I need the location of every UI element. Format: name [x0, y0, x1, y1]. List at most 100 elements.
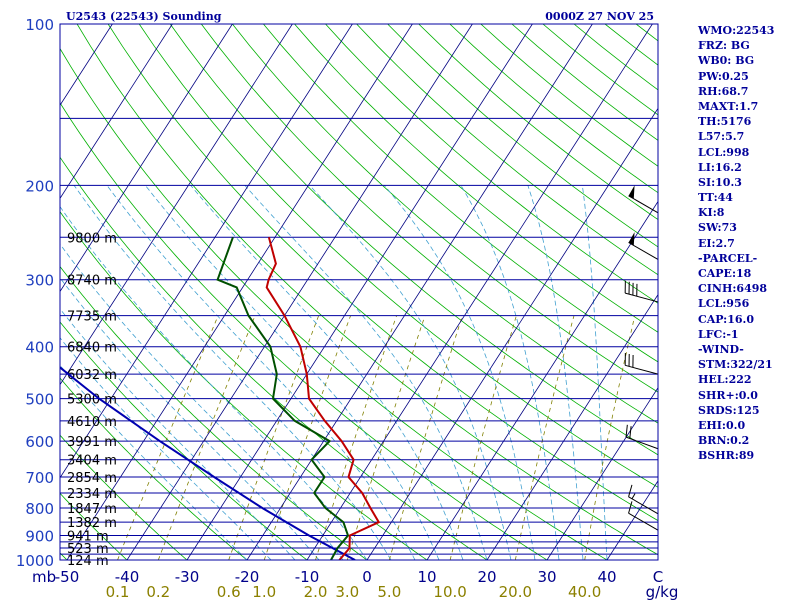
isotherm [546, 387, 658, 560]
pressure-tick-label: 400 [25, 339, 54, 357]
isotherm [486, 293, 658, 560]
moist-adiabat [244, 185, 488, 560]
temperature-unit-label: C [653, 568, 663, 586]
stat-item: SI:10.3 [698, 175, 742, 189]
stat-item: BSHR:89 [698, 449, 755, 463]
isotherm [60, 24, 293, 386]
wind-barb [625, 424, 659, 450]
stat-item: TT:44 [698, 191, 733, 205]
stat-item: LFC:-1 [698, 327, 739, 341]
stat-item: RH:68.7 [698, 84, 749, 98]
height-label: 6032 m [67, 368, 117, 383]
pressure-unit-label: mb [32, 568, 56, 586]
stat-item: SHR+:0.0 [698, 388, 758, 402]
height-label: 3991 m [67, 435, 117, 450]
isotherm [186, 24, 533, 560]
stat-item: SW:73 [698, 221, 737, 235]
pressure-tick-label: 500 [25, 391, 54, 409]
dry-adiabat [60, 211, 428, 560]
stats-panel: WMO:22543 FRZ: BG WB0: BG PW:0.25 RH:68.7 MAX… [698, 23, 800, 463]
wind-barb [624, 352, 659, 375]
mixing-ratio-tick-label: 20.0 [499, 583, 532, 600]
stat-item: LCL:956 [698, 297, 750, 311]
dry-adiabat [138, 24, 658, 488]
pressure-tick-label: 600 [25, 433, 54, 451]
stat-item: L57:5.7 [698, 130, 745, 144]
isotherm [126, 24, 473, 560]
dry-adiabat [60, 265, 368, 560]
isotherm [426, 200, 658, 560]
isotherm [60, 24, 233, 293]
mixing-ratio-line [157, 315, 256, 560]
wind-barb [624, 280, 659, 303]
stat-item: MAXT:1.7 [698, 99, 759, 113]
isotherm [366, 107, 658, 560]
mixing-ratio-unit-label: g/kg [646, 583, 679, 600]
temperature-tick-label: -20 [235, 568, 260, 586]
wind-barb [628, 185, 659, 214]
isotherm [246, 24, 593, 560]
mixing-ratio-line [514, 315, 575, 560]
mixing-ratio-tick-label: 5.0 [377, 583, 401, 600]
wind-barb [628, 501, 659, 531]
pressure-tick-label: 900 [25, 527, 54, 545]
height-label: 1382 m [67, 516, 117, 531]
mixing-ratio-tick-label: 2.0 [304, 583, 328, 600]
mixing-ratio-line [315, 315, 397, 560]
wind-barb [628, 232, 659, 260]
height-label: 7735 m [67, 310, 117, 325]
mixing-ratio-line [263, 315, 351, 560]
wind-barb [628, 484, 659, 515]
temperature-profile [265, 237, 381, 560]
temperature-tick-label: -40 [115, 568, 140, 586]
mixing-ratio-line [117, 315, 219, 560]
moist-adiabat [581, 185, 608, 560]
height-label: 9800 m [67, 231, 117, 246]
stat-item: EI:2.7 [698, 236, 735, 250]
stat-item: BRN:0.2 [698, 434, 750, 448]
chart-title: U2543 (22543) Sounding [66, 10, 222, 23]
stat-item: SRDS:125 [698, 403, 760, 417]
stat-item: -PARCEL- [698, 251, 758, 265]
stat-item: CAP:16.0 [698, 312, 755, 326]
moist-adiabat [460, 185, 560, 560]
height-label: 6840 m [67, 341, 117, 356]
temperature-tick-label: 10 [417, 568, 436, 586]
dry-adiabat [60, 47, 608, 560]
stat-item: -WIND- [698, 342, 744, 356]
height-label: 2334 m [67, 487, 117, 502]
pressure-tick-label: 200 [25, 177, 54, 195]
mixing-ratio-tick-label: 0.2 [146, 583, 170, 600]
height-label: 5300 m [67, 393, 117, 408]
stat-item: HEL:222 [698, 373, 752, 387]
height-label: 8740 m [67, 274, 117, 289]
temperature-tick-label: -50 [55, 568, 80, 586]
stat-item: STM:322/21 [698, 358, 773, 372]
stat-item: WB0: BG [698, 54, 755, 68]
temperature-tick-label: -10 [295, 568, 320, 586]
isotherm [306, 24, 653, 560]
mixing-ratio-line [228, 315, 320, 560]
mixing-ratio-tick-label: 40.0 [568, 583, 601, 600]
temperature-tick-label: 20 [477, 568, 496, 586]
pressure-tick-label: 300 [25, 272, 54, 290]
stat-item: LI:16.2 [698, 160, 742, 174]
stat-item: CINH:6498 [698, 282, 768, 296]
stat-item: KI:8 [698, 206, 725, 220]
mixing-ratio-tick-label: 10.0 [433, 583, 466, 600]
pressure-tick-label: 800 [25, 500, 54, 518]
timestamp: 0000Z 27 NOV 25 [545, 10, 654, 23]
parcel-trace [60, 366, 356, 560]
dry-adiabat [0, 24, 7, 560]
mixing-ratio-tick-label: 3.0 [335, 583, 359, 600]
mixing-ratio-tick-label: 0.1 [106, 583, 130, 600]
height-label: 2854 m [67, 471, 117, 486]
stat-item: PW:0.25 [698, 69, 749, 83]
mixing-ratio-line [388, 315, 463, 560]
height-label: 523 m [67, 542, 109, 557]
stat-item: LCL:998 [698, 145, 750, 159]
mixing-ratio-tick-label: 1.0 [252, 583, 276, 600]
stat-item: WMO:22543 [698, 24, 775, 37]
isotherm [60, 24, 173, 200]
